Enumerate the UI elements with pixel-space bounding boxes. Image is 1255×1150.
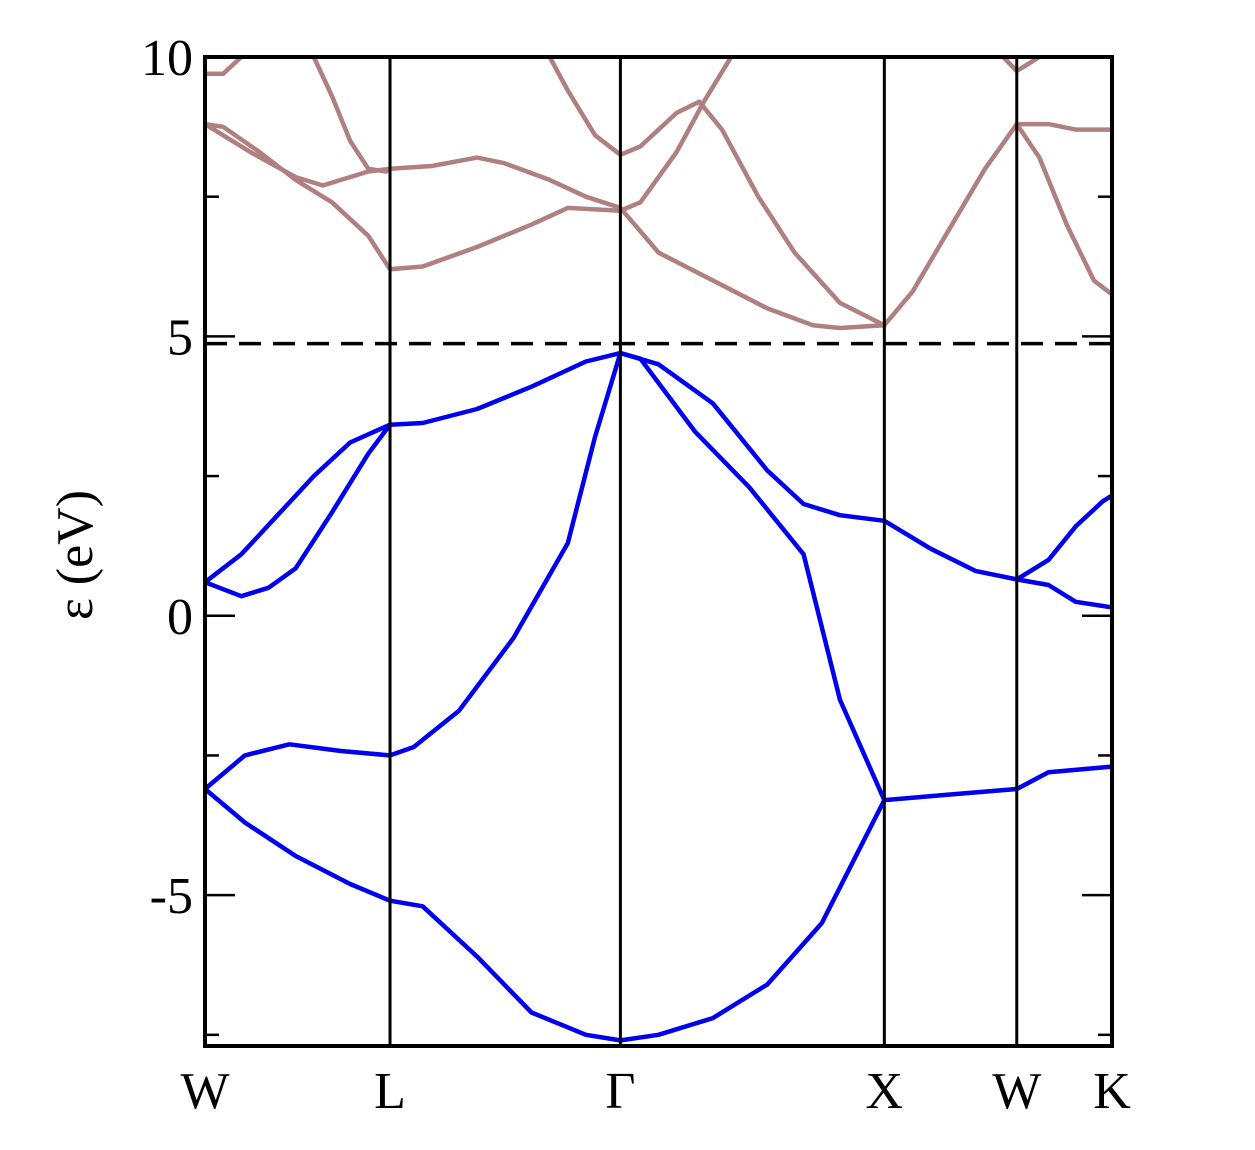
x-tick-label-0: W xyxy=(180,1063,229,1120)
y-tick-label-2: 0 xyxy=(167,589,193,646)
valence-band-2 xyxy=(205,350,1112,610)
y-tick-label-1: 5 xyxy=(167,309,193,366)
x-tick-label-4: W xyxy=(992,1063,1041,1120)
conduction-band-8 xyxy=(547,57,887,328)
conduction-band-9 xyxy=(205,57,244,77)
x-tick-label-5: K xyxy=(1093,1063,1131,1120)
plot-frame xyxy=(203,55,1114,1048)
conduction-band-6 xyxy=(205,57,734,272)
x-tick-label-1: L xyxy=(374,1063,406,1120)
conduction-band-5 xyxy=(205,121,1112,331)
y-tick-label-3: -5 xyxy=(150,868,193,925)
x-tick-label-2: Γ xyxy=(605,1063,635,1120)
conduction-band-10 xyxy=(1000,57,1042,74)
valence-band-0 xyxy=(205,350,1112,803)
x-tick-label-3: X xyxy=(866,1063,904,1120)
conduction-band-11 xyxy=(1014,121,1112,297)
y-tick-label-0: 10 xyxy=(141,30,193,87)
y-axis-title: ε (eV) xyxy=(47,490,104,620)
valence-band-4 xyxy=(1014,493,1112,582)
conduction-band-7 xyxy=(311,57,389,174)
y-axis-title-group: ε (eV) xyxy=(47,490,104,620)
valence-band-3 xyxy=(205,422,393,585)
valence-band-1 xyxy=(205,786,887,1043)
